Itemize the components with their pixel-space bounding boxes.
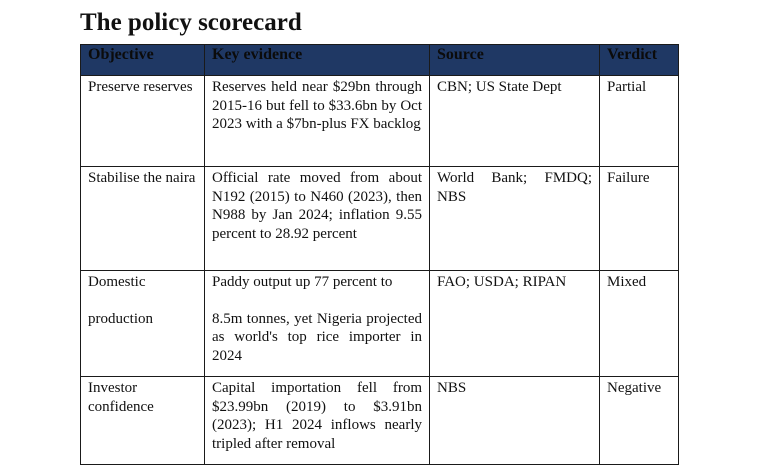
- objective-cell: Domestic production: [80, 270, 205, 377]
- objective-cell: Preserve reserves: [80, 75, 205, 167]
- evidence-cell: Official rate moved from about N192 (201…: [204, 166, 430, 271]
- header-key-evidence: Key evidence: [204, 44, 430, 76]
- header-source: Source: [429, 44, 600, 76]
- evidence-line-2: 8.5m tonnes, yet Nigeria projected as wo…: [212, 310, 422, 364]
- source-cell: World Bank; FMDQ; NBS: [429, 166, 600, 271]
- objective-gap: [88, 292, 197, 310]
- table-row: Preserve reserves Reserves held near $29…: [80, 75, 679, 167]
- evidence-cell: Capital importation fell from $23.99bn (…: [204, 376, 430, 465]
- verdict-cell: Mixed: [599, 270, 679, 377]
- header-objective: Objective: [80, 44, 205, 76]
- objective-line-1: Domestic: [88, 274, 146, 290]
- evidence-cell: Reserves held near $29bn through 2015-16…: [204, 75, 430, 167]
- policy-scorecard-table: Objective Key evidence Source Verdict Pr…: [80, 44, 679, 465]
- table-row: Investor confidence Capital importation …: [80, 376, 679, 465]
- evidence-gap: [212, 292, 422, 310]
- evidence-cell: Paddy output up 77 percent to 8.5m tonne…: [204, 270, 430, 377]
- verdict-cell: Partial: [599, 75, 679, 167]
- evidence-line-1: Paddy output up 77 percent to: [212, 274, 393, 290]
- objective-cell: Stabilise the naira: [80, 166, 205, 271]
- source-cell: NBS: [429, 376, 600, 465]
- objective-line-2: production: [88, 310, 153, 327]
- table-row: Stabilise the naira Official rate moved …: [80, 166, 679, 271]
- verdict-cell: Failure: [599, 166, 679, 271]
- source-cell: CBN; US State Dept: [429, 75, 600, 167]
- source-cell: FAO; USDA; RIPAN: [429, 270, 600, 377]
- page-title: The policy scorecard: [80, 9, 302, 36]
- table-row: Domestic production Paddy output up 77 p…: [80, 270, 679, 377]
- table-header-row: Objective Key evidence Source Verdict: [80, 44, 679, 76]
- objective-cell: Investor confidence: [80, 376, 205, 465]
- verdict-cell: Negative: [599, 376, 679, 465]
- header-verdict: Verdict: [599, 44, 679, 76]
